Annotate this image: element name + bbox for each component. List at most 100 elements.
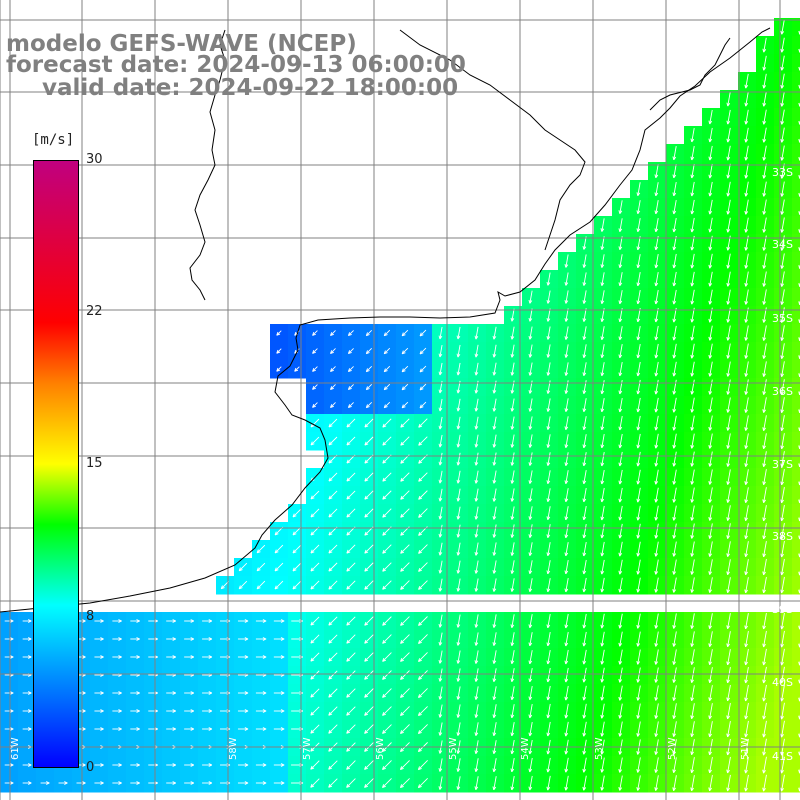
wind-arrow <box>365 347 373 355</box>
wind-arrow <box>276 348 282 354</box>
wind-arrow <box>528 686 533 701</box>
wind-arrow <box>310 544 320 554</box>
wind-cell <box>792 252 800 271</box>
wind-arrow <box>636 415 641 431</box>
wind-arrow <box>438 326 443 340</box>
wind-arrow <box>654 164 659 179</box>
wind-arrow <box>328 418 338 428</box>
wind-arrow <box>762 648 767 666</box>
wind-arrow <box>546 542 551 557</box>
wind-arrow <box>726 649 731 666</box>
wind-arrow <box>654 343 659 359</box>
wind-arrow <box>546 452 551 466</box>
wind-arrow <box>546 614 551 629</box>
wind-arrow <box>726 397 731 413</box>
wind-arrow <box>762 451 767 468</box>
wind-arrow <box>708 361 713 377</box>
wind-arrow <box>636 703 641 719</box>
wind-arrow <box>690 181 695 197</box>
wind-cell <box>792 666 800 685</box>
wind-arrow <box>130 655 140 659</box>
wind-arrow <box>762 217 767 233</box>
wind-arrow <box>382 580 392 590</box>
wind-arrow <box>202 691 213 695</box>
wind-arrow <box>564 524 569 539</box>
wind-arrow <box>312 348 318 354</box>
wind-arrow <box>654 200 659 215</box>
wind-arrow <box>184 727 195 731</box>
wind-arrow <box>399 760 410 771</box>
wind-arrow <box>780 73 785 89</box>
wind-arrow <box>708 505 713 521</box>
wind-arrow <box>672 487 677 503</box>
wind-arrow <box>382 562 392 572</box>
wind-arrow <box>417 760 428 771</box>
wind-arrow <box>383 365 391 373</box>
wind-cell <box>792 216 800 235</box>
wind-arrow <box>130 781 140 785</box>
wind-arrow <box>744 271 749 287</box>
wind-arrow <box>400 472 410 482</box>
wind-arrow <box>654 577 659 593</box>
wind-cell <box>792 756 800 775</box>
wind-arrow <box>690 217 695 233</box>
wind-arrow <box>492 650 497 664</box>
wind-arrow <box>600 685 605 701</box>
wind-arrow <box>474 344 479 358</box>
wind-arrow <box>672 559 677 575</box>
wind-arrow <box>546 470 551 484</box>
wind-arrow <box>328 490 338 500</box>
wind-arrow <box>312 402 318 408</box>
wind-arrow <box>726 774 731 792</box>
wind-arrow <box>166 691 176 695</box>
wind-arrow <box>762 127 767 143</box>
wind-arrow <box>166 655 176 659</box>
wind-arrow <box>22 709 32 713</box>
wind-arrow <box>708 541 713 557</box>
wind-arrow <box>400 652 410 662</box>
wind-arrow <box>726 505 731 521</box>
wind-arrow <box>600 649 605 665</box>
wind-arrow <box>401 329 409 337</box>
wind-arrow <box>94 763 104 767</box>
wind-arrow <box>492 632 497 646</box>
wind-arrow <box>564 631 569 647</box>
wind-arrow <box>618 757 623 773</box>
wind-arrow <box>582 416 587 431</box>
wind-arrow <box>474 434 479 448</box>
wind-arrow <box>744 469 749 485</box>
wind-arrow <box>456 398 461 412</box>
wind-arrow <box>112 691 122 695</box>
wind-arrow <box>690 613 695 629</box>
wind-arrow <box>346 652 356 662</box>
valid-date: valid date: 2024-09-22 18:00:00 <box>42 75 459 101</box>
wind-arrow <box>438 542 443 556</box>
wind-arrow <box>382 436 392 446</box>
wind-arrow <box>600 451 605 467</box>
lat-label: 41S <box>772 750 793 763</box>
wind-arrow <box>40 781 50 785</box>
wind-arrow <box>582 541 587 557</box>
wind-arrow <box>418 508 428 518</box>
rio-de-la-plata-north-shore <box>189 29 226 301</box>
wind-arrow <box>237 637 249 641</box>
wind-arrow <box>654 325 659 341</box>
wind-arrow <box>726 91 731 107</box>
wind-arrow <box>528 578 533 593</box>
wind-arrow <box>474 488 479 502</box>
wind-arrow <box>744 325 749 341</box>
wind-arrow <box>364 508 374 518</box>
model-title: modelo GEFS-WAVE (NCEP) <box>6 31 357 57</box>
wind-arrow <box>672 253 677 269</box>
wind-arrow <box>636 487 641 503</box>
wind-arrow <box>600 775 605 791</box>
wind-arrow <box>618 577 623 593</box>
wind-arrow <box>636 667 641 683</box>
wind-arrow <box>528 398 533 412</box>
wind-arrow <box>510 470 515 484</box>
wind-arrow <box>273 619 285 623</box>
wind-arrow <box>364 760 374 770</box>
wind-arrow <box>202 709 213 713</box>
wind-arrow <box>94 637 104 641</box>
